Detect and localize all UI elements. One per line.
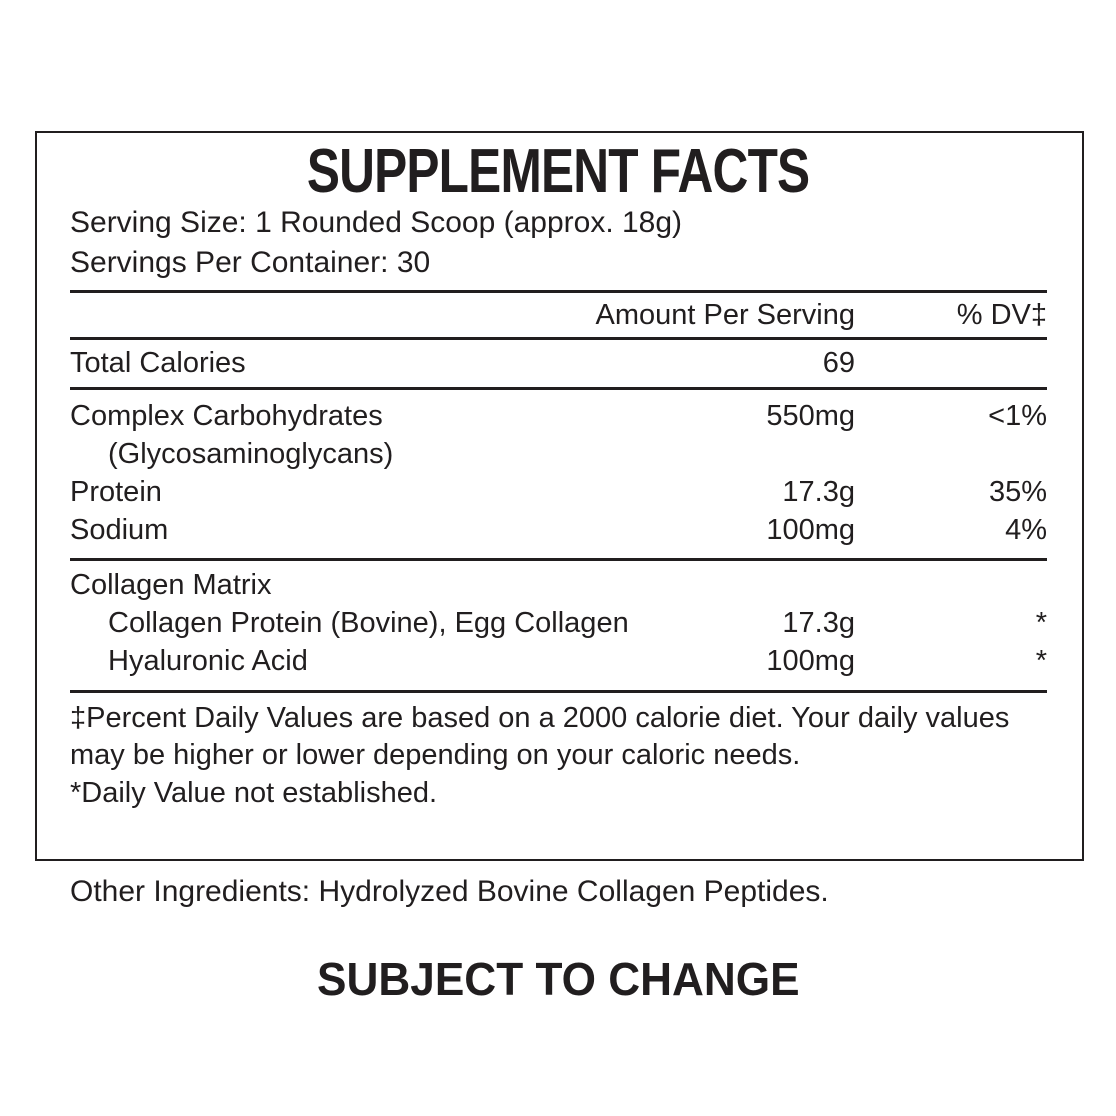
- divider: [70, 690, 1047, 693]
- nutrient-row-sodium: Sodium 100mg 4%: [70, 511, 1047, 549]
- nutrient-name: Collagen Protein (Bovine), Egg Collagen: [108, 607, 629, 639]
- subject-to-change-text: SUBJECT TO CHANGE: [316, 953, 800, 1005]
- supplement-facts-panel: SUPPLEMENT FACTS Serving Size: 1 Rounded…: [35, 131, 1084, 861]
- nutrient-row-collagen-protein: Collagen Protein (Bovine), Egg Collagen …: [70, 604, 1047, 642]
- nutrient-amount: 100mg: [766, 514, 855, 546]
- table-header-row: Amount Per Serving % DV‡: [70, 293, 1047, 337]
- nutrient-name: Complex Carbohydrates: [70, 400, 383, 432]
- nutrient-amount: 17.3g: [782, 607, 855, 639]
- nutrient-row-hyaluronic-acid: Hyaluronic Acid 100mg *: [70, 642, 1047, 680]
- servings-per-container: Servings Per Container: 30: [70, 246, 431, 279]
- nutrient-dv: *: [1035, 645, 1047, 677]
- divider: [70, 558, 1047, 561]
- nutrient-name-line2: (Glycosaminoglycans): [108, 438, 394, 470]
- nutrient-name: Protein: [70, 476, 162, 508]
- nutrient-name: Total Calories: [70, 347, 246, 379]
- nutrient-name: Hyaluronic Acid: [108, 645, 308, 677]
- subject-to-change-note: SUBJECT TO CHANGE: [0, 952, 1116, 1006]
- nutrient-amount: 17.3g: [782, 476, 855, 508]
- nutrient-dv: 4%: [1005, 514, 1047, 546]
- supplement-facts-title: SUPPLEMENT FACTS: [307, 137, 810, 206]
- panel-title-row: SUPPLEMENT FACTS: [70, 141, 1047, 203]
- nutrient-amount: 100mg: [766, 645, 855, 677]
- nutrient-amount: 550mg: [766, 400, 855, 432]
- nutrient-name: Collagen Matrix: [70, 569, 272, 601]
- other-ingredients: Other Ingredients: Hydrolyzed Bovine Col…: [70, 875, 829, 908]
- nutrient-section-collagen-matrix: Collagen Matrix Collagen Protein (Bovine…: [70, 566, 1047, 680]
- nutrient-row-protein: Protein 17.3g 35%: [70, 473, 1047, 511]
- nutrient-amount: 69: [822, 347, 855, 379]
- nutrient-dv: *: [1035, 607, 1047, 639]
- column-header-amount: Amount Per Serving: [595, 299, 855, 331]
- serving-size: Serving Size: 1 Rounded Scoop (approx. 1…: [70, 206, 683, 239]
- nutrient-row-collagen-matrix: Collagen Matrix: [70, 566, 1047, 604]
- divider: [70, 337, 1047, 340]
- nutrient-row-complex-carbohydrates: Complex Carbohydrates (Glycosaminoglycan…: [70, 397, 1047, 473]
- footnote-daily-values: ‡Percent Daily Values are based on a 200…: [70, 702, 1010, 771]
- divider: [70, 387, 1047, 390]
- nutrient-row-total-calories: Total Calories 69: [70, 340, 1047, 387]
- footnote-not-established: *Daily Value not established.: [70, 777, 438, 809]
- divider: [70, 290, 1047, 293]
- nutrient-dv: <1%: [988, 400, 1047, 432]
- column-header-dv: % DV‡: [956, 299, 1047, 331]
- nutrient-section-macros: Complex Carbohydrates (Glycosaminoglycan…: [70, 397, 1047, 549]
- footnotes: ‡Percent Daily Values are based on a 200…: [70, 700, 1047, 812]
- nutrient-name: Sodium: [70, 514, 169, 546]
- nutrient-dv: 35%: [988, 476, 1047, 508]
